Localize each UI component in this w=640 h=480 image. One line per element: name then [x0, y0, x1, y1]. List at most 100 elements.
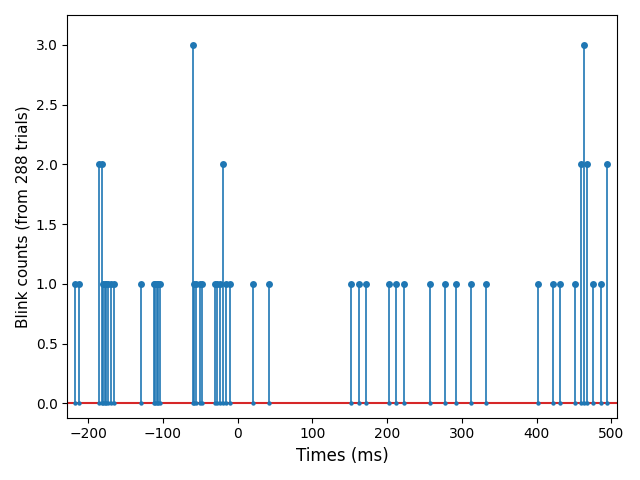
Point — [101, 399, 111, 407]
Point — [152, 280, 162, 288]
Point — [195, 399, 205, 407]
Point — [264, 280, 274, 288]
Point — [189, 280, 200, 288]
Point — [391, 280, 401, 288]
Point — [570, 399, 580, 407]
Point — [451, 399, 461, 407]
Point — [570, 280, 580, 288]
Point — [94, 160, 104, 168]
Point — [596, 399, 606, 407]
Point — [596, 280, 606, 288]
Point — [346, 399, 356, 407]
Point — [212, 280, 222, 288]
Point — [353, 399, 364, 407]
Point — [548, 399, 558, 407]
Point — [602, 160, 612, 168]
Point — [74, 399, 84, 407]
Point — [440, 280, 451, 288]
Point — [149, 399, 159, 407]
Point — [399, 280, 409, 288]
Point — [150, 399, 161, 407]
Point — [154, 399, 164, 407]
Point — [136, 280, 146, 288]
Point — [97, 160, 107, 168]
Point — [70, 280, 80, 288]
Point — [391, 399, 401, 407]
Point — [191, 399, 201, 407]
Point — [109, 280, 119, 288]
Point — [533, 280, 543, 288]
Point — [383, 280, 394, 288]
Point — [440, 399, 451, 407]
Point — [548, 280, 558, 288]
Point — [556, 280, 566, 288]
X-axis label: Times (ms): Times (ms) — [296, 447, 388, 465]
Point — [210, 399, 220, 407]
Point — [214, 280, 225, 288]
Point — [426, 280, 436, 288]
Point — [98, 399, 108, 407]
Y-axis label: Blink counts (from 288 trials): Blink counts (from 288 trials) — [15, 105, 30, 328]
Point — [100, 399, 110, 407]
Point — [466, 399, 476, 407]
Point — [346, 280, 356, 288]
Point — [248, 280, 258, 288]
Point — [588, 280, 598, 288]
Point — [210, 280, 220, 288]
Point — [221, 280, 232, 288]
Point — [214, 399, 225, 407]
Point — [74, 280, 84, 288]
Point — [481, 399, 491, 407]
Point — [98, 280, 108, 288]
Point — [70, 399, 80, 407]
Point — [556, 399, 566, 407]
Point — [150, 280, 161, 288]
Point — [100, 280, 110, 288]
Point — [576, 160, 586, 168]
Point — [225, 280, 236, 288]
Point — [576, 399, 586, 407]
Point — [94, 399, 104, 407]
Point — [212, 399, 222, 407]
Point — [582, 160, 593, 168]
Point — [149, 280, 159, 288]
Point — [399, 399, 409, 407]
Point — [136, 399, 146, 407]
Point — [188, 399, 198, 407]
Point — [188, 41, 198, 48]
Point — [579, 399, 589, 407]
Point — [361, 280, 371, 288]
Point — [248, 399, 258, 407]
Point — [155, 399, 165, 407]
Point — [106, 399, 116, 407]
Point — [196, 399, 207, 407]
Point — [155, 280, 165, 288]
Point — [102, 280, 113, 288]
Point — [588, 399, 598, 407]
Point — [533, 399, 543, 407]
Point — [383, 399, 394, 407]
Point — [579, 41, 589, 48]
Point — [426, 399, 436, 407]
Point — [109, 399, 119, 407]
Point — [102, 399, 113, 407]
Point — [191, 280, 201, 288]
Point — [481, 280, 491, 288]
Point — [195, 280, 205, 288]
Point — [225, 399, 236, 407]
Point — [196, 280, 207, 288]
Point — [101, 280, 111, 288]
Point — [97, 399, 107, 407]
Point — [154, 280, 164, 288]
Point — [189, 399, 200, 407]
Point — [602, 399, 612, 407]
Point — [451, 280, 461, 288]
Point — [466, 280, 476, 288]
Point — [152, 399, 162, 407]
Point — [264, 399, 274, 407]
Point — [218, 160, 228, 168]
Point — [221, 399, 232, 407]
Point — [582, 399, 593, 407]
Point — [218, 399, 228, 407]
Point — [361, 399, 371, 407]
